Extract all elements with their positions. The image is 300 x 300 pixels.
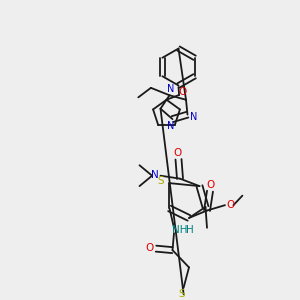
Text: H: H: [186, 225, 194, 235]
Text: S: S: [158, 176, 164, 186]
Text: N: N: [190, 112, 198, 122]
Text: O: O: [173, 148, 181, 158]
Text: O: O: [206, 180, 215, 190]
Text: S: S: [179, 289, 185, 299]
Text: O: O: [226, 200, 235, 210]
Text: N: N: [167, 84, 174, 94]
Text: N: N: [151, 170, 159, 180]
Text: O: O: [146, 243, 154, 253]
Text: NH: NH: [172, 225, 187, 235]
Text: N: N: [167, 121, 175, 131]
Text: O: O: [178, 87, 186, 97]
